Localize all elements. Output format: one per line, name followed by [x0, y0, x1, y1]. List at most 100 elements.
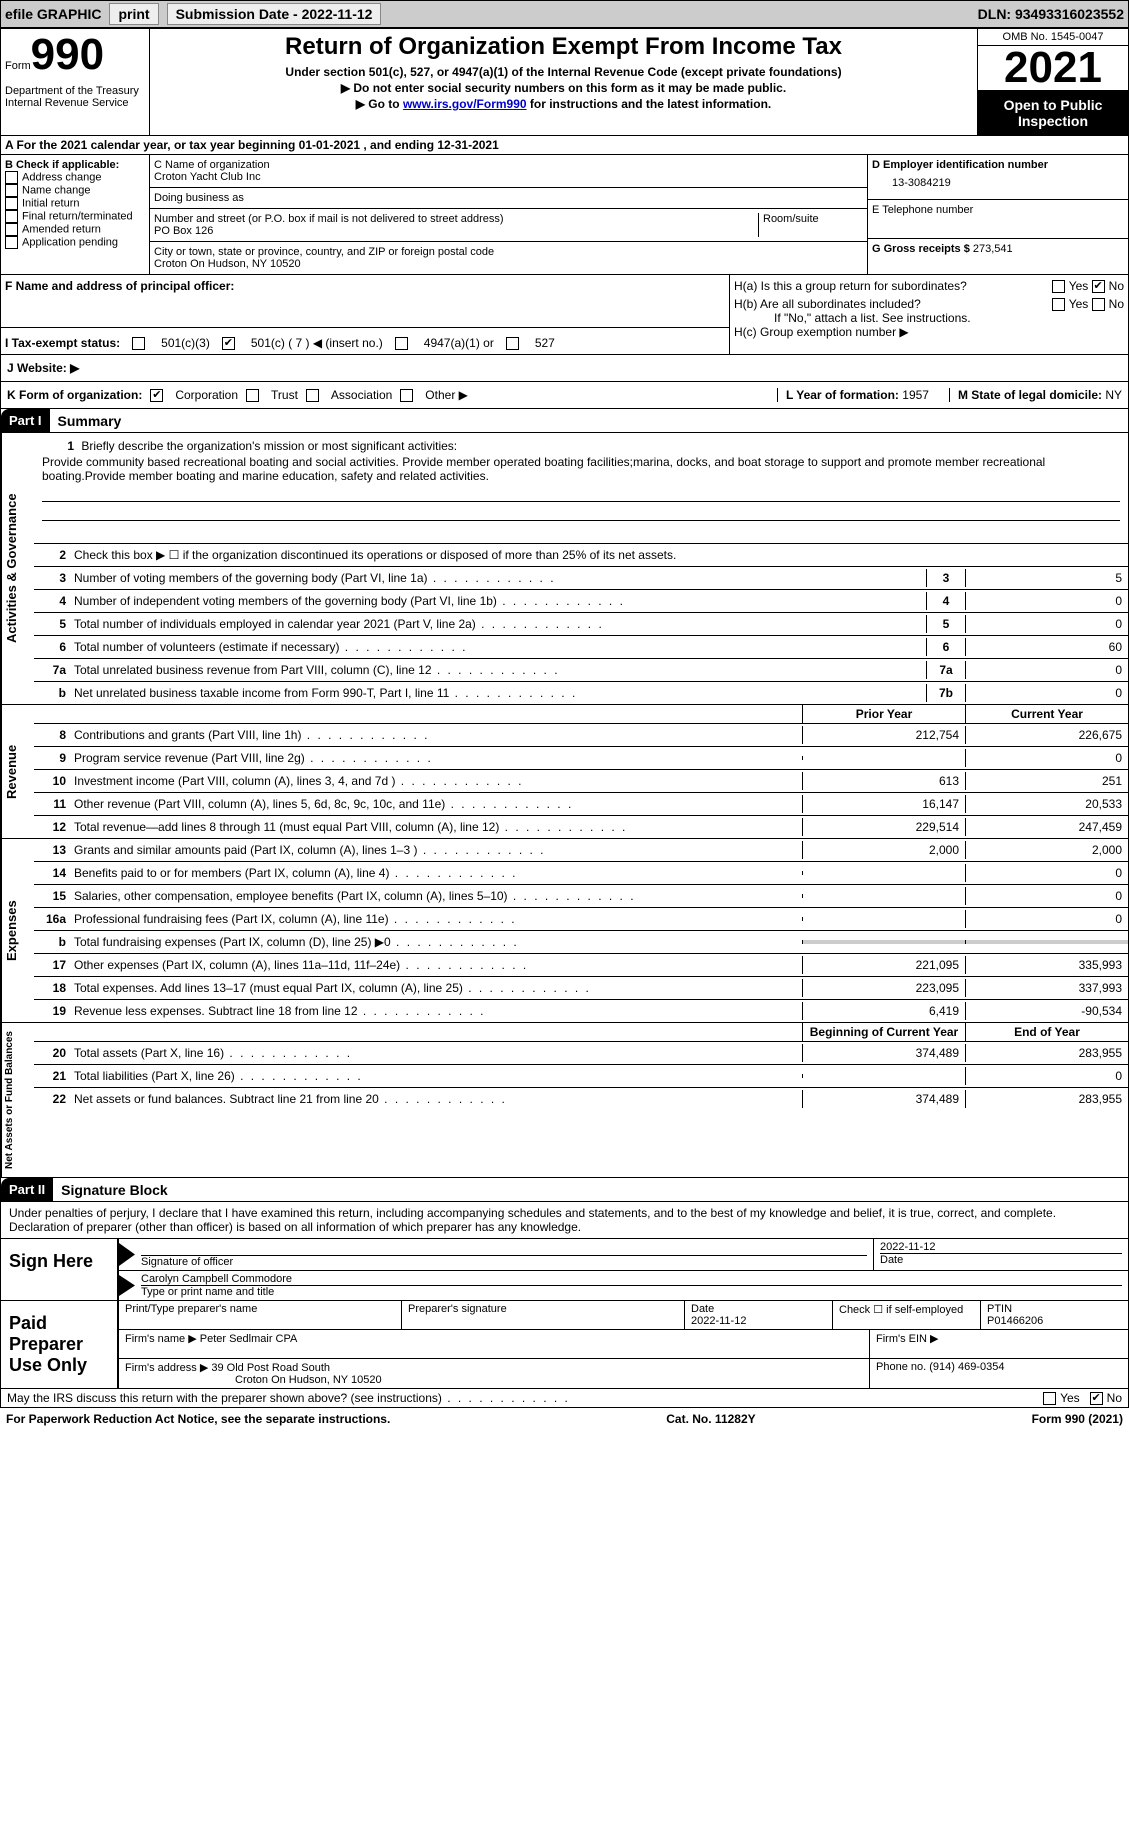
hb-yes[interactable] [1052, 298, 1065, 311]
chk-trust[interactable] [246, 389, 259, 402]
c-name-label: C Name of organization [154, 159, 863, 171]
submission-date: Submission Date - 2022-11-12 [167, 3, 382, 25]
prep-date-label: Date [691, 1303, 826, 1315]
hb-no[interactable] [1092, 298, 1105, 311]
dln-label: DLN: 93493316023552 [978, 6, 1124, 22]
discuss-text: May the IRS discuss this return with the… [7, 1391, 570, 1405]
chk-address[interactable]: Address change [5, 171, 145, 184]
side-exp: Expenses [1, 839, 34, 1022]
b-title: B Check if applicable: [5, 159, 145, 171]
form-number: 990 [31, 30, 104, 79]
efile-label: efile GRAPHIC [5, 6, 101, 22]
sign-here-block: Sign Here Signature of officer 2022-11-1… [0, 1239, 1129, 1301]
chk-final[interactable]: Final return/terminated [5, 210, 145, 223]
sig-officer-label: Signature of officer [141, 1256, 867, 1268]
prep-date: 2022-11-12 [691, 1315, 826, 1327]
discuss-yes[interactable] [1043, 1392, 1056, 1405]
form-label: Form [5, 60, 31, 72]
chk-corp[interactable] [150, 389, 163, 402]
row-fh: F Name and address of principal officer:… [0, 275, 1129, 355]
side-rev: Revenue [1, 705, 34, 838]
d-phone [872, 216, 1124, 234]
row-j: J Website: ▶ [0, 355, 1129, 382]
table-row: 6Total number of volunteers (estimate if… [34, 636, 1128, 659]
form-footer: Form 990 (2021) [1032, 1412, 1123, 1426]
chk-assoc[interactable] [306, 389, 319, 402]
firm-city: Croton On Hudson, NY 10520 [125, 1374, 382, 1386]
row-k: K Form of organization: Corporation Trus… [0, 382, 1129, 409]
ha-yes[interactable] [1052, 280, 1065, 293]
row-a-tax-year: A For the 2021 calendar year, or tax yea… [0, 136, 1129, 155]
discuss-no[interactable] [1090, 1392, 1103, 1405]
q1-text: Provide community based recreational boa… [42, 455, 1045, 483]
check-self[interactable]: Check ☐ if self-employed [833, 1301, 981, 1329]
table-row: 11Other revenue (Part VIII, column (A), … [34, 793, 1128, 816]
subtitle: Under section 501(c), 527, or 4947(a)(1)… [154, 65, 973, 79]
table-row: 20Total assets (Part X, line 16)374,4892… [34, 1042, 1128, 1065]
part2-title: Signature Block [53, 1182, 168, 1198]
part2-header-row: Part II Signature Block [0, 1178, 1129, 1202]
pra-notice: For Paperwork Reduction Act Notice, see … [6, 1412, 390, 1426]
col-current: Current Year [965, 705, 1128, 723]
i-label: I Tax-exempt status: [5, 336, 120, 350]
hb-label: H(b) Are all subordinates included? [734, 297, 1052, 311]
print-button[interactable]: print [109, 3, 158, 25]
chk-527[interactable] [506, 337, 519, 350]
part1-title: Summary [50, 413, 122, 429]
firm-name: Peter Sedlmair CPA [200, 1333, 298, 1345]
chk-initial[interactable]: Initial return [5, 197, 145, 210]
tax-year: 2021 [978, 46, 1128, 91]
l-value: 1957 [902, 388, 929, 402]
part1-header-row: Part I Summary [0, 409, 1129, 433]
name-label: Type or print name and title [141, 1286, 1122, 1298]
section-revenue: Revenue Prior Year Current Year 8Contrib… [0, 705, 1129, 839]
arrow-icon [119, 1243, 135, 1266]
part1-badge: Part I [1, 409, 50, 432]
chk-amended[interactable]: Amended return [5, 223, 145, 236]
ha-label: H(a) Is this a group return for subordin… [734, 279, 1052, 293]
chk-other[interactable] [400, 389, 413, 402]
chk-pending[interactable]: Application pending [5, 236, 145, 249]
hb-note: If "No," attach a list. See instructions… [734, 311, 1124, 325]
j-label: J Website: ▶ [7, 361, 79, 375]
chk-501c3[interactable] [132, 337, 145, 350]
column-b: B Check if applicable: Address change Na… [1, 155, 150, 274]
c-room-label: Room/suite [763, 213, 863, 225]
table-row: 15Salaries, other compensation, employee… [34, 885, 1128, 908]
section-expenses: Expenses 13Grants and similar amounts pa… [0, 839, 1129, 1023]
main-title: Return of Organization Exempt From Incom… [154, 33, 973, 61]
chk-4947[interactable] [395, 337, 408, 350]
col-boy: Beginning of Current Year [802, 1023, 965, 1041]
table-row: 13Grants and similar amounts paid (Part … [34, 839, 1128, 862]
chk-name[interactable]: Name change [5, 184, 145, 197]
f-value [5, 293, 725, 323]
irs-link[interactable]: www.irs.gov/Form990 [403, 97, 527, 111]
part2-badge: Part II [1, 1178, 53, 1201]
l-label: L Year of formation: [786, 388, 902, 402]
footer: For Paperwork Reduction Act Notice, see … [0, 1408, 1129, 1430]
col-prior: Prior Year [802, 705, 965, 723]
ha-no[interactable] [1092, 280, 1105, 293]
c-addr-label: Number and street (or P.O. box if mail i… [154, 213, 758, 225]
d-phone-label: E Telephone number [872, 204, 1124, 216]
firm-name-label: Firm's name ▶ [125, 1333, 197, 1345]
col-f: F Name and address of principal officer:… [1, 275, 730, 354]
phone: (914) 469-0354 [929, 1361, 1004, 1373]
table-row: 18Total expenses. Add lines 13–17 (must … [34, 977, 1128, 1000]
ptin: P01466206 [987, 1315, 1122, 1327]
side-ag: Activities & Governance [1, 433, 34, 704]
phone-label: Phone no. [876, 1361, 926, 1373]
c-city-label: City or town, state or province, country… [154, 246, 863, 258]
ptin-label: PTIN [987, 1303, 1122, 1315]
table-row: 16aProfessional fundraising fees (Part I… [34, 908, 1128, 931]
d-ein: 13-3084219 [872, 171, 1124, 195]
sign-here-label: Sign Here [1, 1239, 117, 1300]
table-row: 10Investment income (Part VIII, column (… [34, 770, 1128, 793]
table-row: bNet unrelated business taxable income f… [34, 682, 1128, 704]
bcd-grid: B Check if applicable: Address change Na… [0, 155, 1129, 275]
top-bar: efile GRAPHIC print Submission Date - 20… [0, 0, 1129, 28]
d-ein-label: D Employer identification number [872, 159, 1124, 171]
column-d: D Employer identification number 13-3084… [868, 155, 1128, 274]
chk-501c[interactable] [222, 337, 235, 350]
officer-name: Carolyn Campbell Commodore [141, 1273, 1122, 1286]
